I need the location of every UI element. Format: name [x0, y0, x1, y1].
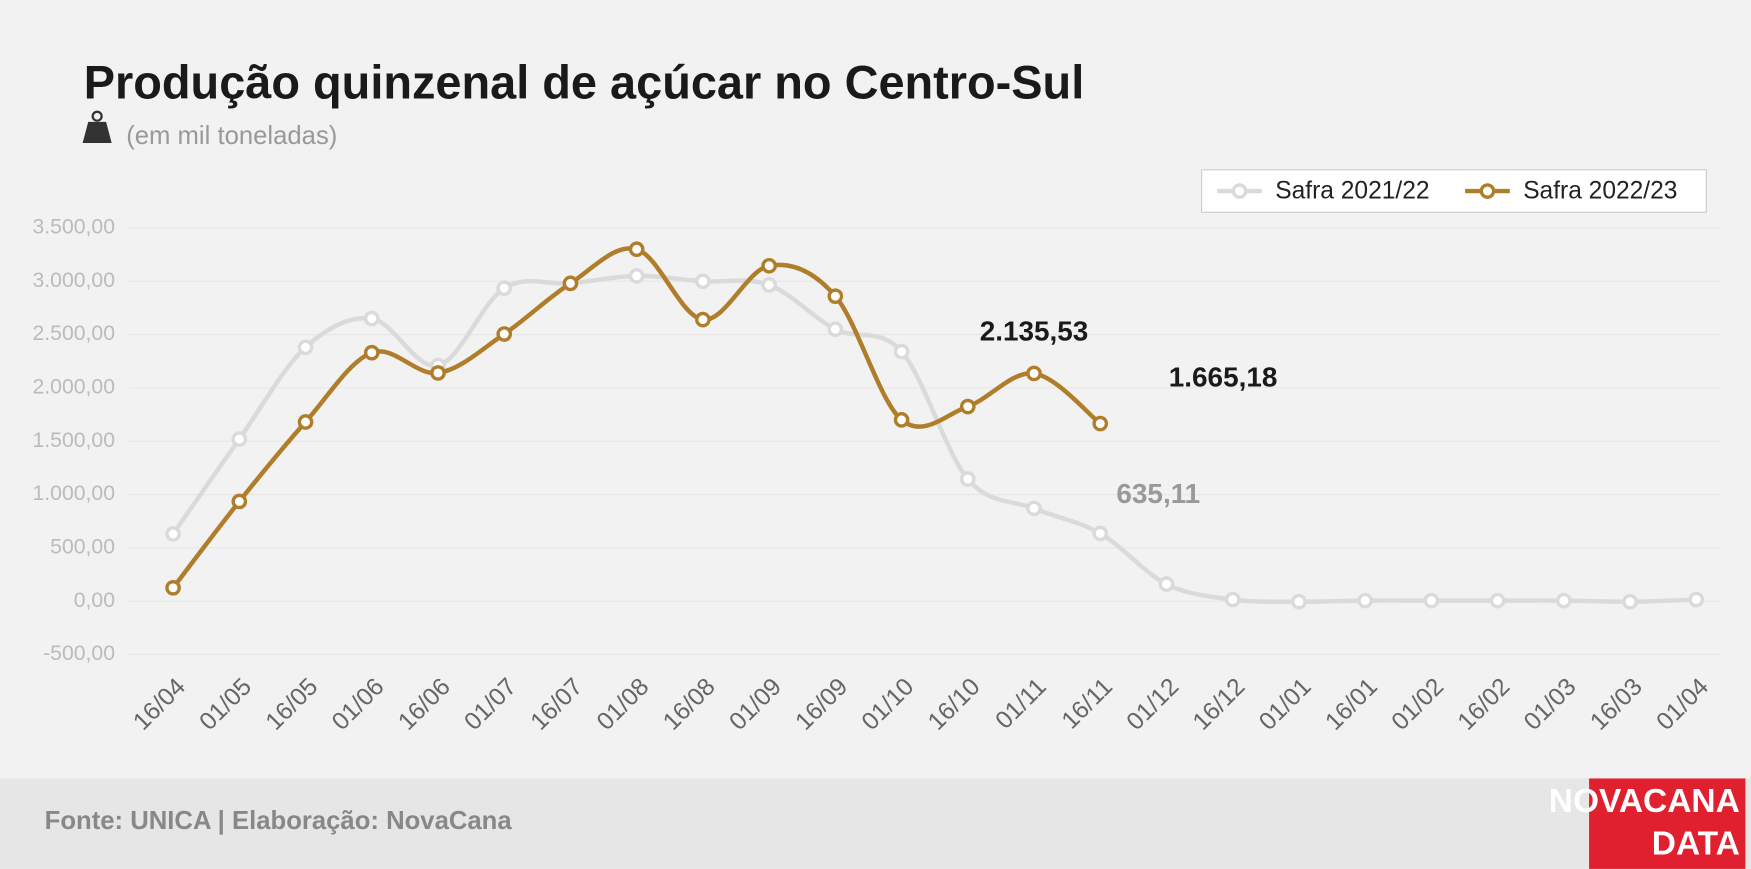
y-tick-label: 1.500,00	[32, 429, 115, 452]
logo-text: DATA	[1652, 825, 1740, 862]
point	[1622, 593, 1638, 610]
point	[297, 414, 314, 430]
y-tick-label: 1.000,00	[32, 482, 115, 505]
legend-label: Safra 2022/23	[1523, 178, 1677, 205]
point	[562, 275, 579, 292]
chart-title: Produção quinzenal de açúcar no Centro-S…	[84, 56, 1084, 108]
legend-swatch	[1479, 183, 1496, 199]
point	[1489, 592, 1506, 609]
point	[959, 471, 976, 487]
point	[827, 288, 844, 304]
point	[496, 326, 513, 342]
point	[628, 241, 645, 258]
legend	[1201, 169, 1707, 213]
y-tick-label: 0,00	[74, 589, 115, 612]
logo	[1589, 778, 1746, 869]
point	[363, 310, 380, 327]
point	[1423, 592, 1440, 609]
y-tick-label: 500,00	[50, 535, 115, 558]
series	[165, 241, 1109, 596]
y-tick-label: 3.500,00	[32, 216, 115, 239]
point	[959, 398, 976, 415]
y-tick-label: 2.000,00	[32, 375, 115, 398]
y-tick-label: 2.500,00	[32, 322, 115, 345]
logo-text: NOVACANA	[1549, 783, 1740, 820]
point	[430, 365, 446, 381]
point	[761, 257, 777, 274]
y-tick-label: -500,00	[43, 642, 115, 665]
legend-label: Safra 2021/22	[1275, 178, 1429, 205]
point	[363, 344, 380, 361]
source: Fonte: UNICA | Elaboração: NovaCana	[45, 807, 513, 835]
point	[1556, 592, 1572, 609]
legend-swatch	[1231, 183, 1248, 199]
point	[893, 343, 910, 360]
point	[231, 431, 248, 447]
point	[893, 412, 910, 428]
point	[231, 493, 248, 510]
point	[628, 268, 645, 284]
data-label: 2.135,53	[980, 316, 1089, 347]
point	[1092, 525, 1109, 542]
point	[1224, 591, 1241, 608]
point	[1158, 576, 1175, 592]
chart-subtitle: (em mil toneladas)	[126, 122, 337, 150]
point	[761, 277, 777, 293]
point	[695, 311, 711, 328]
point	[165, 526, 181, 542]
point	[1026, 500, 1042, 517]
point	[1092, 415, 1109, 432]
point	[1688, 591, 1705, 608]
point	[297, 339, 314, 356]
point	[165, 580, 181, 596]
point	[1357, 592, 1373, 609]
data-label: 635,11	[1116, 478, 1200, 509]
point	[1291, 593, 1307, 610]
footer	[0, 778, 1751, 869]
point	[496, 280, 513, 296]
data-label: 1.665,18	[1169, 361, 1278, 392]
point	[827, 321, 844, 338]
point	[1026, 365, 1042, 382]
point	[695, 273, 711, 290]
weight-icon	[82, 110, 112, 144]
y-tick-label: 3.000,00	[32, 269, 115, 292]
